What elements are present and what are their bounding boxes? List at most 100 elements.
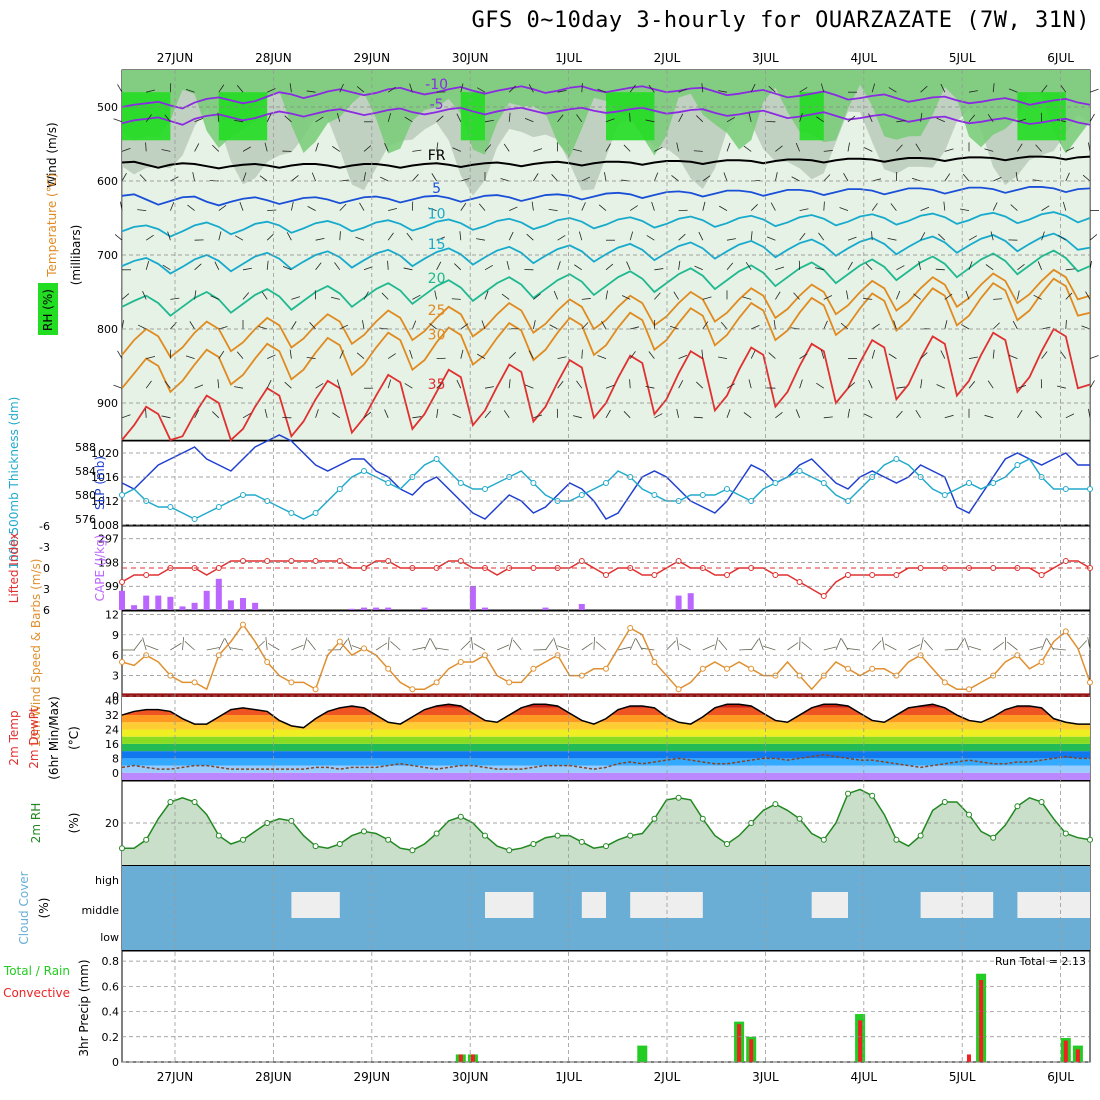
wind-barb xyxy=(726,409,731,418)
wind-barb xyxy=(696,115,704,123)
wind-barb xyxy=(264,408,268,418)
wind-barb xyxy=(597,88,607,93)
wind-barb xyxy=(944,148,954,152)
surface-wind-barb xyxy=(679,643,691,651)
wind-tick: 3 xyxy=(112,670,119,683)
wind-barb xyxy=(282,266,292,271)
wind-barb xyxy=(748,379,752,389)
wind-barb xyxy=(145,142,147,152)
wind-barb xyxy=(868,379,873,389)
temp-unit-label: (°C) xyxy=(67,726,81,750)
wind-barb xyxy=(456,113,462,122)
wind-barb xyxy=(726,142,731,152)
rh2m-tick: 20 xyxy=(105,817,119,830)
wind-barb xyxy=(702,321,709,330)
cape-bar xyxy=(131,605,138,610)
wind-barb xyxy=(427,207,437,211)
rh2m-area xyxy=(122,789,1090,865)
surface-wind-barb xyxy=(944,648,958,651)
surface-wind-barb xyxy=(142,637,147,651)
surface-wind-barb xyxy=(390,641,401,651)
wind-barb xyxy=(194,263,202,271)
isotherm-label: 35 xyxy=(428,377,446,393)
temp-mask xyxy=(122,697,1090,728)
wind-barb xyxy=(678,260,681,270)
wind-barb xyxy=(984,414,994,419)
wind-barb xyxy=(847,142,850,152)
date-label-top: 29JUN xyxy=(354,51,391,65)
wind-barb xyxy=(533,293,541,300)
wind-barb xyxy=(629,351,636,359)
wind-speed-line-marker xyxy=(191,679,198,686)
slp-line xyxy=(121,434,1090,520)
date-label-top: 30JUN xyxy=(452,51,489,65)
surface-wind-barb xyxy=(750,638,759,651)
surface-wind-barb xyxy=(1006,641,1018,651)
wind-barb xyxy=(218,326,228,330)
wind-barb xyxy=(264,142,268,152)
wind-barb xyxy=(702,201,706,211)
cape-bar xyxy=(469,586,476,610)
wind-barb xyxy=(484,264,493,271)
chart-title: GFS 0~10day 3-hourly for OUARZAZATE (7W,… xyxy=(471,8,1090,33)
wind-barb xyxy=(623,411,631,419)
li-line-marker xyxy=(119,579,125,585)
cape-bar xyxy=(215,578,222,610)
wind-barb xyxy=(646,235,655,241)
wind-barb xyxy=(356,352,365,359)
wind-barb xyxy=(574,264,583,271)
thickness-line-marker xyxy=(966,480,972,486)
surface-wind-barb xyxy=(182,637,185,651)
date-label-bottom: 29JUN xyxy=(354,1070,391,1084)
wind-barb xyxy=(452,413,461,419)
wind-barb xyxy=(887,237,897,241)
wind-barb xyxy=(557,380,564,389)
wind-speed-line-marker xyxy=(433,679,440,686)
wind-barb xyxy=(436,142,439,152)
rh2m-line-marker xyxy=(361,828,367,835)
cape-bar xyxy=(240,598,246,610)
wind-barb xyxy=(920,85,928,93)
thickness-tick: 580 xyxy=(75,489,96,502)
wind-barb xyxy=(943,201,946,211)
surface-wind-barb xyxy=(473,643,486,651)
wind-barb xyxy=(745,262,752,271)
cape-bar xyxy=(203,590,210,610)
wind-barb xyxy=(454,263,462,271)
wind-barb xyxy=(548,208,558,211)
wind-barb xyxy=(1060,84,1067,93)
wind-barb xyxy=(654,292,661,300)
wind-barb xyxy=(1065,147,1075,152)
temp2m-label: 2m Temp xyxy=(7,710,21,765)
wind-barb xyxy=(429,323,437,330)
wind-barb xyxy=(362,320,365,330)
wind-barb xyxy=(476,238,486,241)
wind-barb xyxy=(381,292,389,300)
rh2m-line-marker xyxy=(1087,836,1093,843)
isotherm-line xyxy=(121,106,1091,126)
date-label-bottom: 3JUL xyxy=(752,1070,779,1084)
wind-barb xyxy=(261,291,268,300)
thickness-line-marker xyxy=(651,492,658,498)
wind-barb xyxy=(406,232,413,241)
surface-wind-barb xyxy=(291,644,304,651)
precip-convective-bar xyxy=(737,1024,742,1062)
wind-barb xyxy=(605,409,611,418)
dewpt2m-label: 2m DewPt xyxy=(27,707,41,769)
wind-barb xyxy=(944,414,954,419)
cape-bar xyxy=(542,607,549,610)
wind-barb xyxy=(629,112,631,122)
rh2m-line-marker xyxy=(966,811,972,818)
wind-barb xyxy=(698,231,704,241)
date-label-bottom: 2JUL xyxy=(654,1070,681,1084)
wind-barb xyxy=(678,354,688,359)
wind-barb xyxy=(645,385,655,389)
wind-barb xyxy=(259,175,268,182)
thickness-line-marker xyxy=(191,516,198,522)
date-label-bottom: 5JUL xyxy=(949,1070,976,1084)
wind-barb xyxy=(791,176,800,182)
wind-barb xyxy=(871,203,878,211)
surface-wind-barb xyxy=(618,646,631,651)
surface-wind-barb xyxy=(508,637,513,651)
wind-barb xyxy=(145,114,152,123)
